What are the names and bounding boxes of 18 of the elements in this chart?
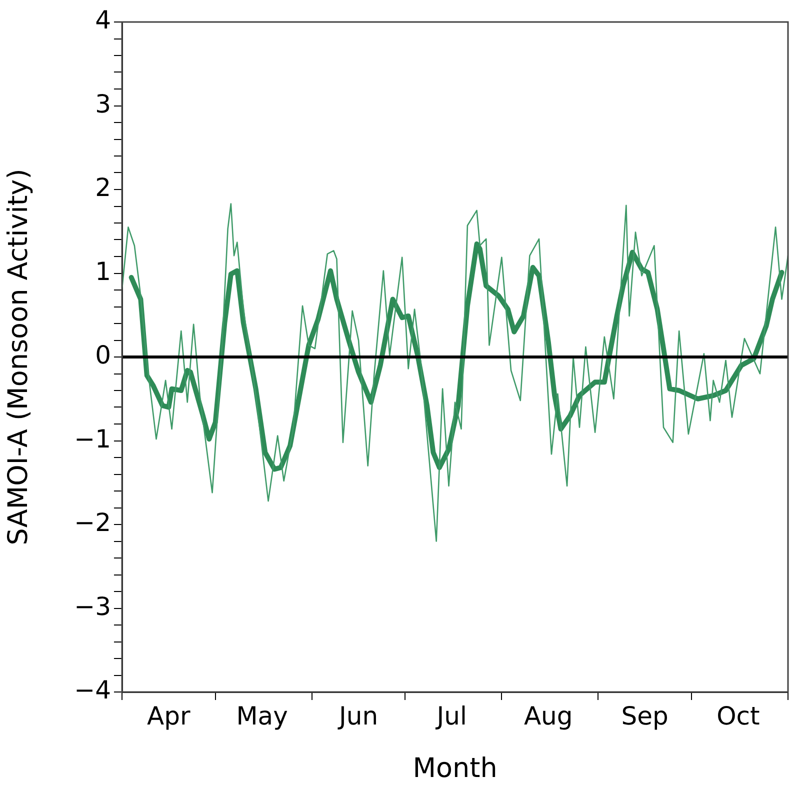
x-tick-label: Aug — [524, 702, 573, 730]
y-tick-label: 1 — [95, 256, 111, 286]
y-tick-label: −2 — [74, 508, 111, 537]
x-tick-label: Jul — [434, 702, 467, 730]
y-axis-title: SAMOI-A (Monsoon Activity) — [3, 168, 34, 546]
y-tick-label: 0 — [95, 340, 111, 370]
y-tick-label: 2 — [95, 173, 111, 202]
x-tick-label: Jun — [336, 702, 378, 730]
y-tick-label: −3 — [74, 592, 111, 621]
x-tick-label: Apr — [147, 702, 192, 730]
x-axis-title: Month — [412, 752, 498, 784]
y-tick-label: 4 — [95, 6, 111, 34]
x-tick-label: Sep — [621, 702, 668, 730]
y-tick-label: −4 — [74, 676, 111, 704]
x-tick-label: Oct — [716, 702, 760, 730]
y-tick-label: 3 — [95, 89, 111, 118]
x-tick-label: May — [236, 702, 288, 730]
y-tick-label: −1 — [74, 424, 111, 454]
